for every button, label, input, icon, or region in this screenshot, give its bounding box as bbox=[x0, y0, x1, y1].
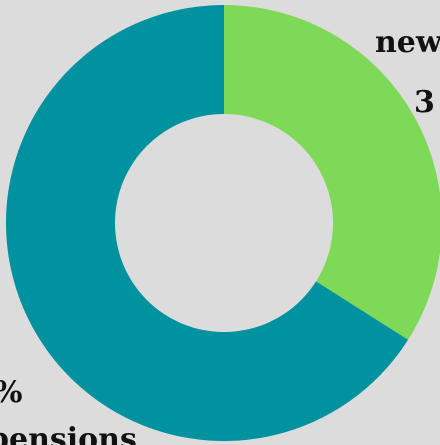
slice-value-new: 3 bbox=[414, 85, 435, 120]
slice-label-pensions: pensions bbox=[0, 422, 137, 445]
slice-value-pensions: % bbox=[0, 375, 23, 410]
slice-label-new: new bbox=[375, 25, 440, 60]
donut-hole bbox=[115, 114, 333, 332]
